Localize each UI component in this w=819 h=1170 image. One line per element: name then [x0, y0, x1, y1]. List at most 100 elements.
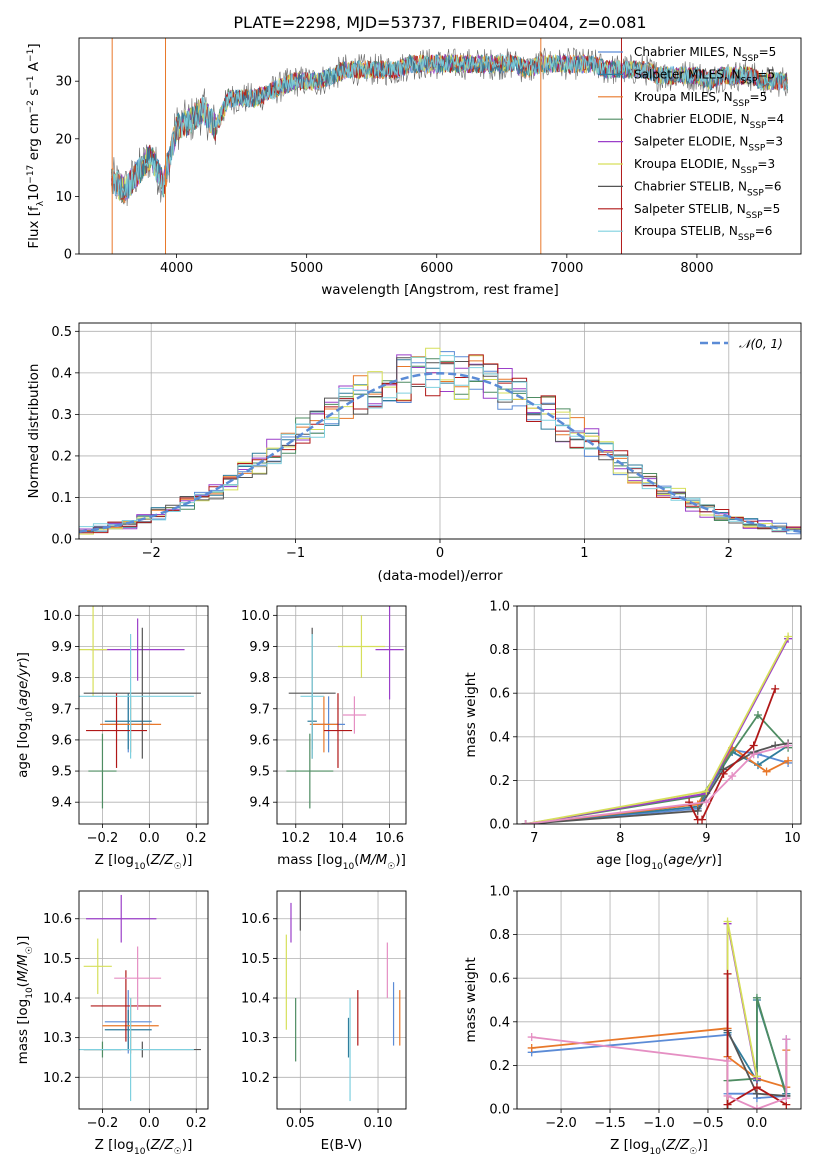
- axes-frame: [516, 890, 802, 1110]
- weight-marker: [698, 815, 707, 824]
- y-tick-label: 0.3: [51, 408, 72, 423]
- spectrum-line: [111, 54, 788, 199]
- x-tick-label: 0.0: [139, 831, 160, 846]
- y-tick-label: 1.0: [489, 885, 510, 900]
- x-tick-label: 2: [725, 546, 733, 561]
- axes-frame: [516, 605, 802, 825]
- x-tick-label: 0.10: [364, 1116, 393, 1131]
- weight-marker: [784, 756, 793, 765]
- y-tick-label: 0.4: [489, 730, 510, 745]
- histogram-step: [79, 355, 801, 532]
- y-tick-label: 10.3: [43, 1031, 72, 1046]
- plot-area: [521, 632, 793, 824]
- x-tick-label: −1.0: [643, 1116, 675, 1131]
- y-axis-label: age [log10(age/yr)]: [15, 652, 35, 778]
- weight-marker: [527, 1043, 536, 1052]
- y-tick-label: 0.8: [489, 643, 510, 658]
- plot-area: [527, 917, 791, 1109]
- y-tick-label: 0.0: [489, 818, 510, 833]
- y-tick-label: 9.5: [249, 765, 270, 780]
- x-tick-label: −1: [286, 546, 305, 561]
- legend-label: Kroupa MILES, NSSP=5: [634, 90, 767, 109]
- x-tick-label: −0.5: [692, 1116, 724, 1131]
- x-axis-label: Z [log10(Z/Z☉)]: [95, 852, 193, 872]
- weight-marker: [723, 1057, 732, 1066]
- y-tick-label: 10.6: [241, 912, 270, 927]
- y-tick-label: 0.5: [51, 325, 72, 340]
- y-tick-label: 9.6: [249, 733, 270, 748]
- x-tick-label: −0.2: [87, 831, 119, 846]
- x-tick-label: −0.2: [87, 1116, 119, 1131]
- x-tick-label: 9: [702, 831, 710, 846]
- y-tick-label: 0.4: [489, 1015, 510, 1030]
- x-tick-label: 0.0: [747, 1116, 768, 1131]
- axes-frame: [276, 890, 407, 1110]
- y-tick-label: 9.4: [51, 796, 72, 811]
- plot-area: [79, 606, 201, 809]
- plot-area: [79, 347, 801, 535]
- legend-label: Kroupa STELIB, NSSP=6: [634, 224, 772, 243]
- y-tick-label: 1.0: [489, 600, 510, 615]
- y-axis-label: Flux [fλ10−17 erg cm−2 s−1 A−1]: [26, 43, 46, 248]
- x-tick-label: 10.4: [328, 831, 357, 846]
- y-tick-label: 9.8: [51, 671, 72, 686]
- y-tick-label: 30: [55, 75, 72, 90]
- legend-label: Kroupa ELODIE, NSSP=3: [634, 157, 775, 176]
- weight-line: [531, 1036, 788, 1109]
- weight-marker: [752, 1105, 761, 1109]
- y-tick-label: 10.2: [241, 1071, 270, 1086]
- legend-label: Chabrier STELIB, NSSP=6: [634, 179, 782, 198]
- x-axis-label: wavelength [Angstrom, rest frame]: [321, 282, 559, 298]
- y-tick-label: 10.4: [241, 992, 270, 1007]
- legend-label: Chabrier MILES, NSSP=5: [634, 45, 776, 64]
- spectrum-line: [111, 54, 788, 201]
- y-tick-label: 10.0: [43, 609, 72, 624]
- y-tick-label: 10.5: [43, 952, 72, 967]
- y-tick-label: 9.9: [249, 640, 270, 655]
- weight-marker: [782, 1035, 791, 1044]
- y-tick-label: 0.4: [51, 366, 72, 381]
- weight-marker: [723, 1091, 732, 1100]
- y-tick-label: 9.6: [51, 733, 72, 748]
- weight-marker: [749, 741, 758, 750]
- legend-label: 𝒩(0, 1): [739, 337, 783, 351]
- y-tick-label: 20: [55, 132, 72, 147]
- y-tick-label: 10.6: [43, 912, 72, 927]
- y-axis-label: Normed distribution: [26, 364, 42, 499]
- weight-marker: [723, 917, 732, 926]
- x-axis-label: mass [log10(M/M☉)]: [277, 852, 406, 872]
- x-tick-label: 0: [436, 546, 444, 561]
- figure-title: PLATE=2298, MJD=53737, FIBERID=0404, z=0…: [233, 13, 646, 32]
- x-tick-label: 10.2: [281, 831, 310, 846]
- weight-marker: [728, 772, 737, 781]
- x-tick-label: 7000: [550, 261, 583, 276]
- x-tick-label: 4000: [160, 261, 193, 276]
- weight-marker: [782, 1094, 791, 1103]
- y-tick-label: 10.5: [241, 952, 270, 967]
- weight-marker: [723, 1100, 732, 1109]
- weight-marker: [719, 769, 728, 778]
- weight-marker: [752, 1083, 761, 1092]
- x-tick-label: 0.0: [139, 1116, 160, 1131]
- y-tick-label: 9.4: [249, 796, 270, 811]
- axes-frame: [78, 605, 209, 825]
- y-tick-label: 0.2: [489, 774, 510, 789]
- legend-label: Chabrier ELODIE, NSSP=4: [634, 112, 784, 131]
- axes-frame: [78, 37, 802, 255]
- y-tick-label: 0.2: [51, 449, 72, 464]
- x-axis-label: age [log10(age/yr)]: [596, 852, 722, 872]
- weight-marker: [749, 750, 758, 759]
- weight-marker: [698, 791, 707, 800]
- y-tick-label: 10: [55, 190, 72, 205]
- weight-marker: [753, 711, 762, 719]
- axes-frame: [78, 322, 802, 540]
- y-tick-label: 9.8: [249, 671, 270, 686]
- gaussian-reference-curve: [79, 372, 801, 533]
- x-tick-label: 0.2: [186, 1116, 207, 1131]
- y-tick-label: 10.4: [43, 992, 72, 1007]
- plot-area: [285, 891, 401, 1102]
- y-tick-label: 9.7: [51, 702, 72, 717]
- y-tick-label: 9.5: [51, 765, 72, 780]
- axes-frame: [78, 890, 209, 1110]
- legend-label: Salpeter ELODIE, NSSP=3: [634, 135, 783, 154]
